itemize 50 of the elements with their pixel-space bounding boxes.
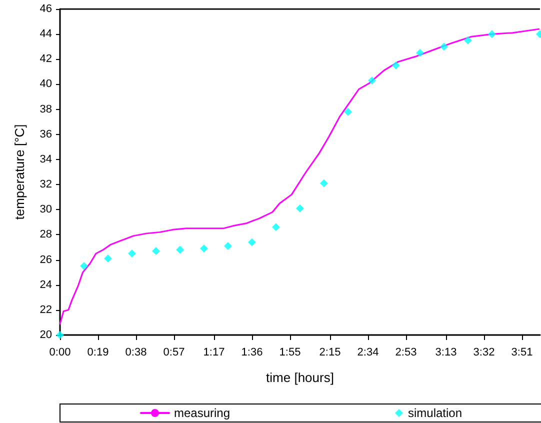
x-tick-label: 3:32 (473, 346, 495, 358)
y-tick-label: 28 (40, 228, 52, 241)
line-series (59, 28, 540, 324)
y-tick-label: 38 (40, 103, 52, 116)
x-tick-label: 1:55 (279, 346, 301, 358)
point (368, 76, 376, 84)
legend-label: simulation (408, 406, 462, 420)
y-tick-label: 46 (40, 3, 52, 15)
y-tick-label: 32 (40, 178, 52, 191)
point (128, 250, 136, 258)
y-tick-label: 42 (40, 53, 52, 66)
y-tick-label: 30 (40, 204, 52, 216)
point (392, 61, 400, 70)
y-tick-label: 44 (40, 28, 52, 40)
y-tick-label: 36 (40, 128, 52, 140)
point (272, 223, 280, 232)
y-tick-label: 20 (40, 329, 52, 341)
y-tick-label: 34 (40, 153, 52, 166)
x-tick-label: 1:36 (241, 346, 263, 358)
point (248, 238, 256, 246)
y-tick-label: 26 (40, 254, 52, 266)
point (296, 204, 304, 212)
x-tick-label: 1:17 (203, 346, 225, 358)
point (200, 244, 208, 252)
x-tick-label: 3:13 (435, 346, 457, 358)
y-tick-label: 24 (40, 278, 52, 291)
x-tick-label: 0:57 (163, 346, 185, 358)
x-tick-label: 0:00 (49, 346, 71, 358)
point (104, 254, 112, 263)
point (176, 246, 184, 254)
x-tick-label: 0:19 (87, 346, 109, 358)
y-axis-title: temperature [°C] (12, 124, 27, 220)
point (488, 30, 496, 38)
point (464, 36, 472, 44)
y-tick-label: 22 (40, 304, 52, 316)
point (416, 48, 424, 57)
x-tick-label: 2:15 (319, 346, 341, 358)
y-tick-label: 40 (40, 78, 52, 90)
point (80, 262, 88, 270)
point (224, 242, 232, 250)
x-axis-title: time [hours] (266, 370, 334, 385)
point (320, 179, 328, 188)
x-tick-label: 2:34 (357, 346, 379, 358)
x-tick-label: 2:53 (395, 346, 417, 358)
legend-label: measuring (174, 406, 230, 420)
x-tick-label: 3:51 (511, 346, 533, 358)
x-tick-label: 0:38 (125, 346, 147, 358)
point (152, 246, 160, 255)
point (344, 108, 352, 116)
point (440, 42, 448, 51)
